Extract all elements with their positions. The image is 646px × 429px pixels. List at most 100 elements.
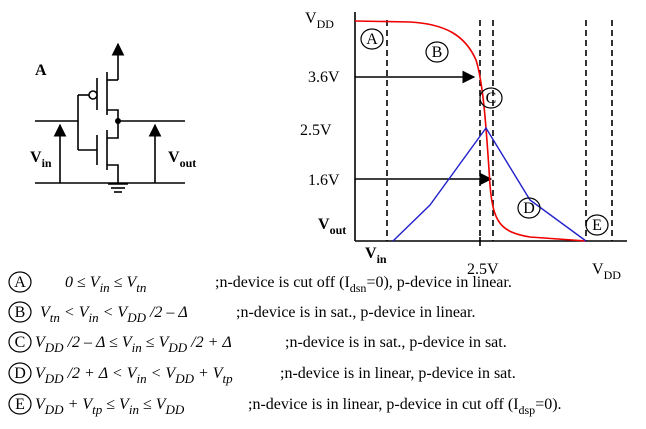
marker-letter: E bbox=[15, 396, 25, 413]
subscript: DD bbox=[44, 402, 64, 417]
subscript: tn bbox=[50, 310, 60, 325]
marker-circle bbox=[479, 87, 503, 109]
text-part: + V bbox=[194, 365, 225, 382]
y-label: VDD bbox=[305, 10, 334, 31]
graph bbox=[354, 12, 627, 246]
subscript: DD bbox=[604, 268, 622, 282]
circuit bbox=[35, 42, 185, 193]
marker-circle bbox=[8, 301, 32, 323]
subscript: out bbox=[330, 223, 347, 237]
text-part: ≤ V bbox=[139, 396, 168, 413]
marker-circle bbox=[8, 393, 32, 415]
marker-letter: D bbox=[523, 200, 535, 217]
marker-circle bbox=[8, 271, 32, 293]
x-label: VDD bbox=[592, 261, 621, 282]
subscript: in bbox=[129, 402, 139, 417]
marker-letter: A bbox=[366, 31, 378, 48]
subscript: in bbox=[100, 280, 110, 295]
circuit-label: A bbox=[35, 62, 47, 79]
y-label: 3.6V bbox=[308, 69, 340, 86]
subscript: out bbox=[180, 156, 197, 170]
text-part: /2 – Δ ≤ V bbox=[64, 334, 134, 351]
subscript: in bbox=[136, 371, 146, 386]
text-part: 1.6V bbox=[308, 172, 340, 189]
text-part: ;n-device is in sat., p-device in linear… bbox=[236, 304, 475, 321]
text-part: V bbox=[592, 261, 604, 278]
condition: 0 ≤ Vin ≤ Vtn bbox=[65, 274, 146, 295]
subscript: dsn bbox=[350, 281, 367, 295]
text-part: V bbox=[318, 216, 330, 233]
condition: VDD /2 + Δ < Vin < VDD + Vtp bbox=[35, 365, 233, 386]
description: ;n-device is in sat., p-device in linear… bbox=[236, 304, 475, 321]
text-part: 2.5V bbox=[467, 261, 499, 278]
text-part: < V bbox=[99, 304, 130, 321]
marker-letter: E bbox=[592, 217, 602, 234]
text-part: V bbox=[168, 149, 180, 166]
y-label: Vout bbox=[318, 216, 346, 237]
subscript: tn bbox=[136, 280, 146, 295]
text-part: /2 + Δ < V bbox=[64, 365, 139, 382]
marker-circle bbox=[360, 28, 384, 50]
text-part: 3.6V bbox=[308, 69, 340, 86]
description: ;n-device is in linear, p-device in cut … bbox=[248, 396, 562, 417]
text-part: V bbox=[365, 245, 377, 262]
marker-circle bbox=[8, 331, 32, 353]
text-part: V bbox=[35, 334, 47, 351]
x-label: 2.5V bbox=[467, 261, 499, 278]
text-part: < V bbox=[60, 304, 91, 321]
subscript: in bbox=[42, 156, 52, 170]
text-part: /2 – Δ bbox=[146, 304, 188, 321]
subscript: DD bbox=[126, 310, 146, 325]
subscript: DD bbox=[165, 402, 185, 417]
subscript: DD bbox=[167, 340, 187, 355]
subscript: dsp bbox=[519, 403, 536, 417]
description: ;n-device is in sat., p-device in sat. bbox=[285, 334, 507, 351]
text-part: ≤ V bbox=[102, 396, 131, 413]
marker-letter: A bbox=[14, 274, 26, 291]
text-part: V bbox=[30, 149, 42, 166]
subscript: in bbox=[377, 252, 387, 266]
text-part: 2.5V bbox=[300, 122, 332, 139]
marker-letter: B bbox=[15, 304, 26, 321]
text-part: =0). bbox=[535, 396, 561, 413]
subscript: tp bbox=[92, 402, 103, 417]
marker-circle bbox=[585, 214, 609, 236]
vout-label: Vout bbox=[168, 149, 196, 170]
text-part: V bbox=[35, 396, 47, 413]
text-part: V bbox=[305, 10, 317, 27]
subscript: DD bbox=[44, 371, 64, 386]
subscript: in bbox=[88, 310, 98, 325]
marker-letter: C bbox=[15, 334, 26, 351]
text-part: + V bbox=[64, 396, 95, 413]
text-part: /2 + Δ bbox=[187, 334, 232, 351]
subscript: tp bbox=[223, 371, 234, 386]
marker-circle bbox=[8, 362, 32, 384]
marker-circle bbox=[517, 197, 541, 219]
description: ;n-device is in linear, p-device in sat. bbox=[280, 365, 516, 382]
condition: VDD + Vtp ≤ Vin ≤ VDD bbox=[35, 396, 185, 417]
text-part: ≤ V bbox=[142, 334, 171, 351]
y-label: 2.5V bbox=[300, 122, 332, 139]
text-part: 0 ≤ V bbox=[65, 274, 102, 291]
text-part: ;n-device is in linear, p-device in cut … bbox=[248, 396, 519, 413]
marker-letter: C bbox=[486, 90, 497, 107]
condition: VDD /2 – Δ ≤ Vin ≤ VDD /2 + Δ bbox=[35, 334, 232, 355]
condition: Vtn < Vin < VDD /2 – Δ bbox=[40, 304, 188, 325]
marker-circle bbox=[425, 41, 449, 63]
text-part: V bbox=[35, 365, 47, 382]
x-label: Vin bbox=[365, 245, 387, 266]
y-label: 1.6V bbox=[308, 172, 340, 189]
text-part: ;n-device is cut off (I bbox=[215, 274, 350, 291]
text-part: ;n-device is in sat., p-device in sat. bbox=[285, 334, 507, 351]
subscript: DD bbox=[317, 17, 335, 31]
subscript: in bbox=[132, 340, 142, 355]
text-part: =0), p-device in linear. bbox=[366, 274, 511, 291]
description: ;n-device is cut off (Idsn=0), p-device … bbox=[215, 274, 512, 295]
subscript: DD bbox=[44, 340, 64, 355]
marker-letter: B bbox=[432, 44, 443, 61]
marker-letter: D bbox=[14, 365, 26, 382]
vin-label: Vin bbox=[30, 149, 52, 170]
text-part: V bbox=[40, 304, 52, 321]
